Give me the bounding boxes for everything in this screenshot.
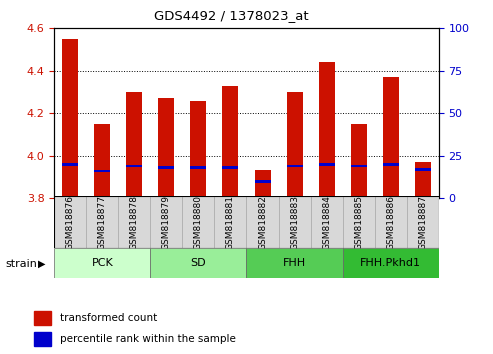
Bar [62, 39, 78, 198]
Bar [318, 62, 335, 198]
Text: GSM818880: GSM818880 [194, 195, 203, 250]
Bar [126, 165, 142, 167]
Bar [94, 170, 110, 172]
Bar [383, 163, 399, 166]
Bar [62, 163, 78, 166]
Text: GSM818883: GSM818883 [290, 195, 299, 250]
Bar [311, 196, 343, 248]
Text: FHH.Pkhd1: FHH.Pkhd1 [360, 258, 421, 268]
Bar [254, 180, 271, 183]
Text: GSM818884: GSM818884 [322, 195, 331, 250]
Text: GSM818886: GSM818886 [386, 195, 395, 250]
Text: GSM818881: GSM818881 [226, 195, 235, 250]
Bar [254, 170, 271, 198]
Text: GSM818887: GSM818887 [418, 195, 427, 250]
Text: GSM818882: GSM818882 [258, 195, 267, 250]
Bar [222, 166, 239, 169]
Bar [150, 196, 182, 248]
Text: GSM818876: GSM818876 [66, 195, 75, 250]
Text: transformed count: transformed count [60, 313, 157, 323]
Text: FHH: FHH [283, 258, 306, 268]
Bar [415, 168, 431, 171]
Bar [182, 196, 214, 248]
Bar [222, 86, 239, 198]
Bar [158, 166, 175, 169]
Bar [126, 92, 142, 198]
Bar [246, 196, 279, 248]
Text: GSM818877: GSM818877 [98, 195, 107, 250]
Bar [190, 101, 207, 198]
Text: percentile rank within the sample: percentile rank within the sample [60, 334, 236, 344]
Text: GSM818879: GSM818879 [162, 195, 171, 250]
Bar [34, 332, 51, 346]
Text: strain: strain [5, 259, 37, 269]
Bar [54, 248, 150, 278]
Bar [286, 92, 303, 198]
Bar [318, 163, 335, 166]
Text: ▶: ▶ [38, 259, 46, 269]
Bar [351, 165, 367, 167]
Bar [190, 166, 207, 169]
Bar [246, 248, 343, 278]
Bar [407, 196, 439, 248]
Text: PCK: PCK [91, 258, 113, 268]
Text: GSM818878: GSM818878 [130, 195, 139, 250]
Bar [279, 196, 311, 248]
Text: GDS4492 / 1378023_at: GDS4492 / 1378023_at [154, 9, 309, 22]
Bar [118, 196, 150, 248]
Text: GSM818885: GSM818885 [354, 195, 363, 250]
Bar [54, 196, 86, 248]
Bar [343, 248, 439, 278]
Bar [343, 196, 375, 248]
Bar [214, 196, 246, 248]
Bar [415, 162, 431, 198]
Bar [375, 196, 407, 248]
Text: SD: SD [191, 258, 206, 268]
Bar [94, 124, 110, 198]
Bar [150, 248, 246, 278]
Bar [286, 165, 303, 167]
Bar [34, 312, 51, 325]
Bar [351, 124, 367, 198]
Bar [383, 77, 399, 198]
Bar [86, 196, 118, 248]
Bar [158, 98, 175, 198]
